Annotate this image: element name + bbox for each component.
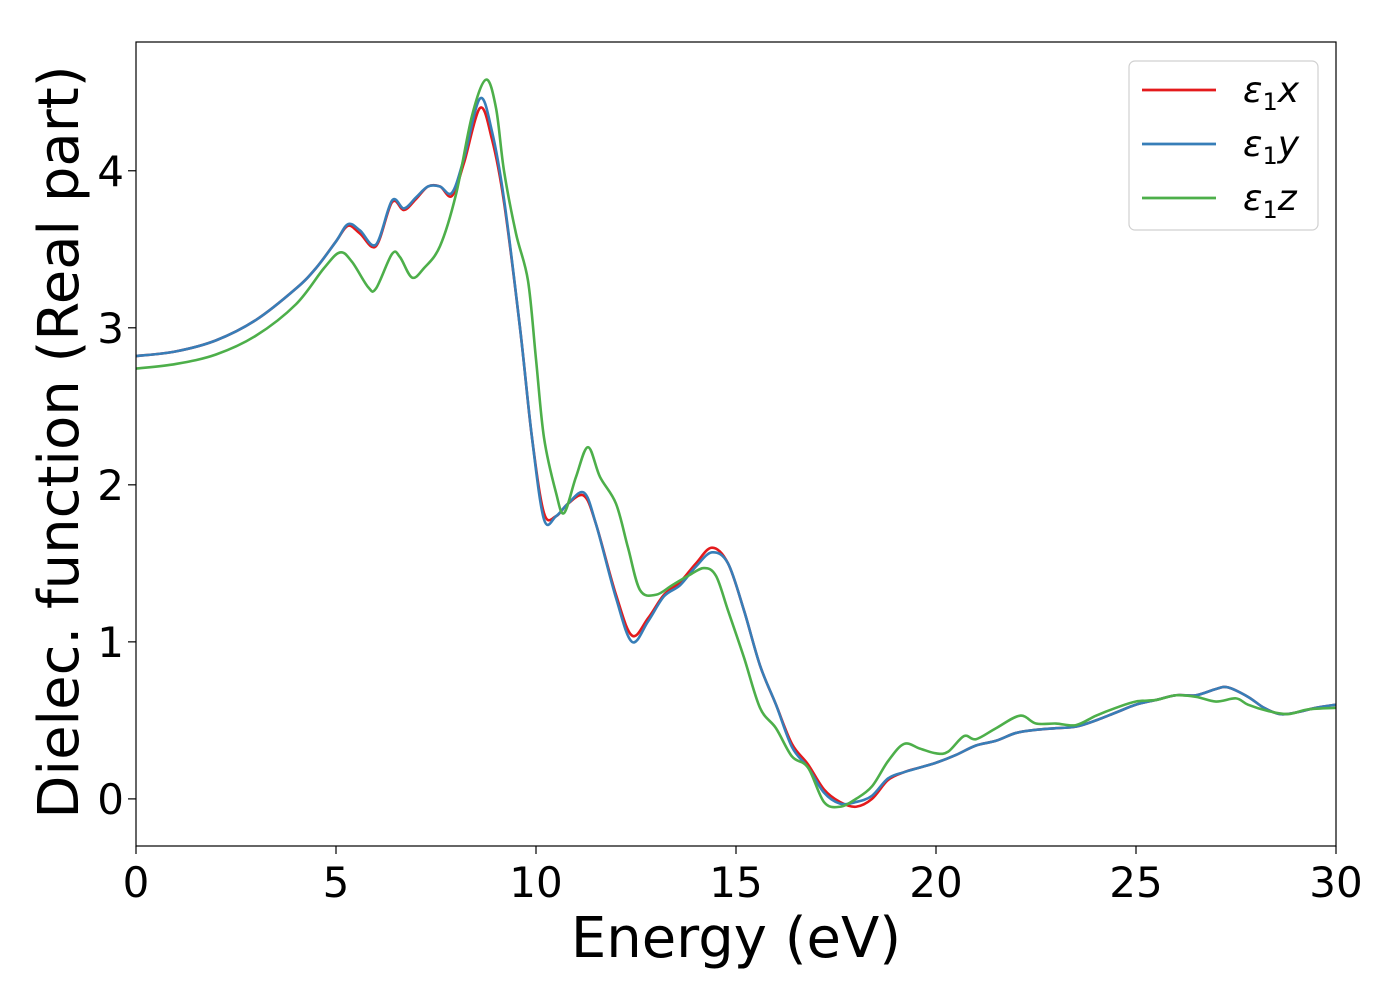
x-tick-label: 20	[909, 858, 962, 907]
legend-box	[1128, 60, 1319, 231]
x-tick-label: 10	[509, 858, 562, 907]
x-axis-ticks: 0 5 10 15 20 25 30	[123, 846, 1363, 907]
legend: ε1x ε1y ε1z	[1128, 60, 1319, 231]
x-axis-label: Energy (eV)	[571, 906, 901, 971]
series-line-z	[136, 78, 1336, 809]
y-tick-label: 0	[97, 775, 124, 824]
x-tick-label: 5	[323, 858, 350, 907]
legend-label: ε1x	[1243, 70, 1300, 116]
y-axis-ticks: 0 1 2 3 4	[97, 147, 136, 824]
y-axis-label: Dielec. function (Real part)	[27, 65, 92, 818]
x-tick-label: 0	[123, 858, 150, 907]
y-tick-label: 4	[97, 147, 124, 196]
legend-label: ε1z	[1243, 178, 1298, 224]
legend-label: ε1y	[1243, 124, 1300, 170]
x-tick-label: 15	[709, 858, 762, 907]
plot-lines	[136, 78, 1336, 809]
series-line-y	[136, 96, 1336, 806]
x-tick-label: 25	[1109, 858, 1162, 907]
y-tick-label: 1	[97, 618, 124, 667]
y-tick-label: 2	[97, 461, 124, 510]
x-tick-label: 30	[1309, 858, 1362, 907]
y-tick-label: 3	[97, 304, 124, 353]
